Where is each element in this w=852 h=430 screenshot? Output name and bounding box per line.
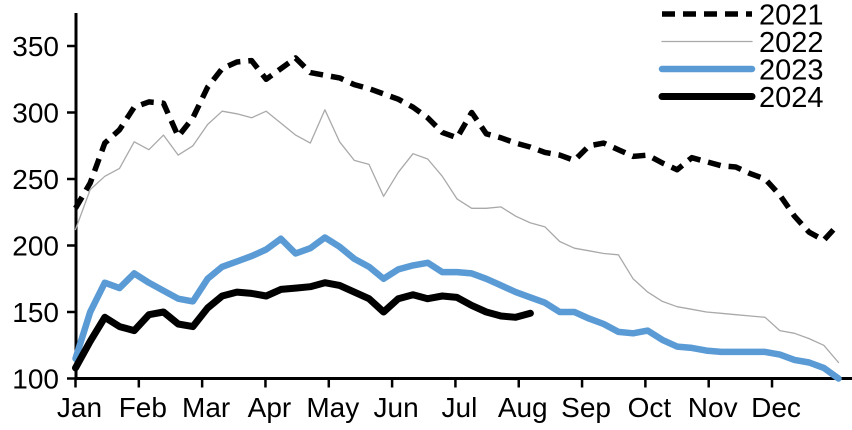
series-line-2023 (72, 234, 842, 382)
x-tick-label: Nov (688, 392, 738, 423)
x-tick-label: Oct (628, 392, 672, 423)
y-tick-label: 250 (12, 164, 59, 195)
x-tick-label: Mar (182, 392, 230, 423)
legend-label-2024: 2024 (759, 82, 824, 114)
x-tick-label: Jan (57, 392, 102, 423)
x-tick-label: Sep (561, 392, 611, 423)
x-tick-label: May (306, 392, 359, 423)
x-tick-label: Feb (119, 392, 167, 423)
legend-label-2022: 2022 (759, 27, 824, 59)
series-line-2022 (74, 109, 840, 364)
y-tick-label: 200 (12, 231, 59, 262)
legend-label-2023: 2023 (759, 54, 824, 86)
legend-label-2021: 2021 (759, 0, 824, 31)
x-tick-label: Jun (374, 392, 419, 423)
x-tick-label: Dec (751, 392, 801, 423)
y-tick-label: 150 (12, 297, 59, 328)
y-tick-label: 350 (12, 31, 59, 62)
y-tick-label: 300 (12, 98, 59, 129)
x-tick-label: Jul (442, 392, 478, 423)
x-tick-label: Apr (248, 392, 292, 423)
series-line-2021 (73, 55, 841, 243)
y-tick-label: 100 (12, 364, 59, 395)
series-line-2024 (72, 279, 534, 372)
x-tick-label: Aug (498, 392, 548, 423)
